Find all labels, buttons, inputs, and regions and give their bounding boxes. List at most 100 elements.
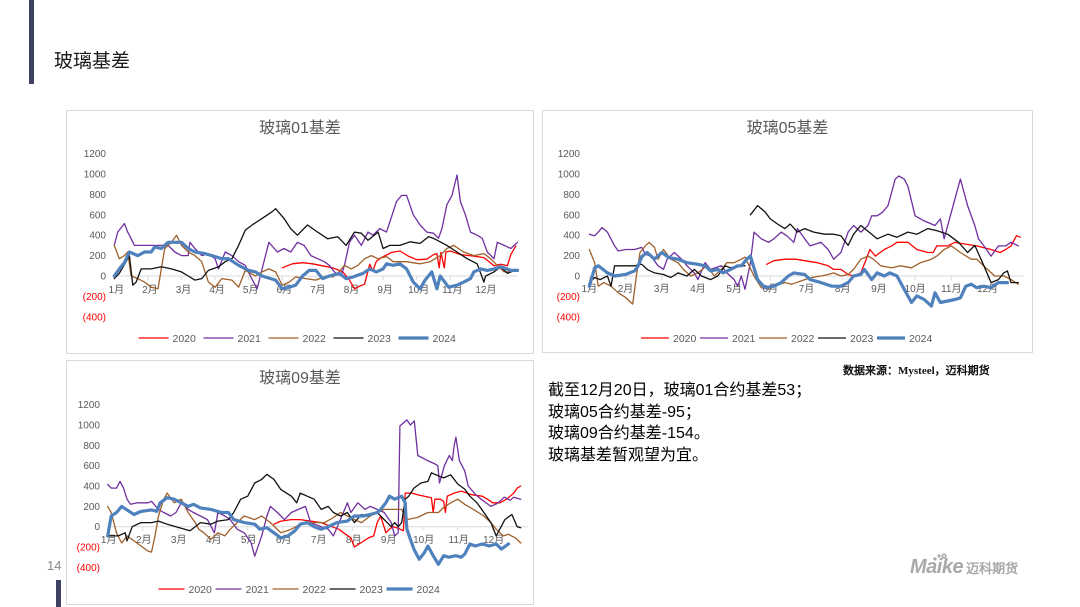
legend-label: 2024 <box>433 333 457 345</box>
legend-item-2024: 2024 <box>877 333 933 345</box>
legend-item-2023: 2023 <box>329 584 383 596</box>
y-axis-labels: 1200 1000 800 600 400 200 0 (200) (400) <box>83 149 107 323</box>
legend: 2020 2021 2022 2023 2024 <box>138 333 457 345</box>
y-tick-label: (400) <box>77 563 100 574</box>
y-tick-label: 1200 <box>558 149 581 160</box>
chart-glass-09-basis: 玻璃09基差 1200 1000 800 600 400 200 0 (200) (400) 1月… <box>66 360 534 605</box>
y-tick-label: 0 <box>94 522 100 533</box>
legend-label: 2022 <box>303 333 327 345</box>
y-tick-label: 0 <box>574 272 580 283</box>
y-tick-label: 600 <box>89 210 106 221</box>
series-line-2024 <box>587 250 1009 308</box>
legend-item-2022: 2022 <box>759 333 815 345</box>
x-tick-label: 2月 <box>142 284 158 296</box>
legend-item-2022: 2022 <box>268 333 327 345</box>
x-tick-label: 9月 <box>377 284 393 296</box>
series-line-2023 <box>749 204 1019 284</box>
x-tick-label: 10月 <box>413 534 434 546</box>
x-axis-labels: 1月 2月 3月 4月 5月 6月 7月 8月 9月 10月 11月 12月 <box>101 534 504 546</box>
x-tick-label: 1月 <box>109 284 125 296</box>
x-tick-label: 1月 <box>101 534 117 546</box>
summary-line: 玻璃基差暂观望为宜。 <box>548 446 709 464</box>
legend-item-2024: 2024 <box>398 333 457 345</box>
x-tick-label: 3月 <box>176 284 192 296</box>
chart-title: 玻璃01基差 <box>259 120 341 137</box>
legend-item-2021: 2021 <box>203 333 262 345</box>
y-tick-label: 1200 <box>78 400 101 411</box>
page-title: 玻璃基差 <box>54 51 131 72</box>
legend: 2020 2021 2022 2023 2024 <box>158 584 441 596</box>
series-lines <box>106 419 522 566</box>
y-axis-labels: 1200 1000 800 600 400 200 0 (200) (400) <box>77 400 101 574</box>
chart-glass-01-basis: 玻璃01基差 1200 1000 800 600 400 200 0 (200) (400) 1月… <box>66 110 534 354</box>
page-number: 14 <box>47 558 62 573</box>
chart-glass-05-basis: 玻璃05基差 1200 1000 800 600 400 200 0 (200) (400) 1月… <box>542 110 1033 353</box>
x-tick-label: 5月 <box>726 283 742 295</box>
y-tick-label: 1200 <box>84 149 107 160</box>
x-tick-label: 10月 <box>905 283 926 295</box>
legend-label: 2021 <box>732 333 756 345</box>
y-tick-label: 600 <box>563 210 580 221</box>
series-line-2021 <box>588 175 1019 290</box>
legend-item-2020: 2020 <box>641 333 697 345</box>
legend-label: 2021 <box>238 333 262 345</box>
y-tick-label: 800 <box>83 441 100 452</box>
legend-label: 2020 <box>673 333 697 345</box>
accent-bar-top <box>29 0 34 84</box>
y-tick-label: 1000 <box>84 170 107 181</box>
y-tick-label: 600 <box>83 461 100 472</box>
series-lines <box>112 174 520 291</box>
logo-brand: Maike <box>910 556 964 578</box>
y-tick-label: 1000 <box>558 170 581 181</box>
accent-bar-bottom <box>56 580 61 607</box>
legend-item-2023: 2023 <box>333 333 392 345</box>
series-line-2023 <box>107 472 522 542</box>
x-tick-label: 9月 <box>871 283 887 295</box>
y-tick-label: 800 <box>563 190 580 201</box>
x-tick-label: 9月 <box>381 534 397 546</box>
legend-label: 2023 <box>368 333 392 345</box>
x-tick-label: 10月 <box>408 284 429 296</box>
y-tick-label: (200) <box>77 543 100 554</box>
x-tick-label: 5月 <box>243 284 259 296</box>
y-tick-label: 400 <box>563 231 580 242</box>
y-tick-label: 0 <box>100 272 106 283</box>
x-tick-label: 4月 <box>206 534 222 546</box>
legend-item-2021: 2021 <box>215 584 269 596</box>
series-line-2024 <box>106 494 510 566</box>
x-tick-label: 7月 <box>310 284 326 296</box>
x-tick-label: 7月 <box>799 283 815 295</box>
legend-item-2021: 2021 <box>700 333 756 345</box>
x-tick-label: 12月 <box>483 534 504 546</box>
y-tick-label: 200 <box>563 251 580 262</box>
x-tick-label: 7月 <box>311 534 327 546</box>
summary-line: 玻璃05合约基差-95； <box>548 403 701 421</box>
x-tick-label: 2月 <box>136 534 152 546</box>
series-line-2022 <box>107 492 522 553</box>
x-tick-label: 1月 <box>582 283 598 295</box>
legend-label: 2022 <box>791 333 815 345</box>
legend-item-2020: 2020 <box>138 333 196 345</box>
y-tick-label: 400 <box>83 482 100 493</box>
company-logo: Maike 迈科期货 <box>910 553 1018 578</box>
legend-item-2024: 2024 <box>386 584 441 596</box>
legend-label: 2024 <box>417 584 441 596</box>
chart-title: 玻璃05基差 <box>746 120 829 137</box>
y-tick-label: (200) <box>83 292 106 303</box>
series-line-2021 <box>107 419 522 557</box>
series-line-2020 <box>273 485 522 548</box>
x-tick-label: 2月 <box>618 283 634 295</box>
x-tick-label: 8月 <box>344 284 360 296</box>
series-line-2024 <box>112 240 520 291</box>
y-tick-label: (400) <box>557 312 580 323</box>
y-tick-label: 800 <box>89 190 106 201</box>
legend-item-2020: 2020 <box>158 584 212 596</box>
x-tick-label: 12月 <box>475 284 496 296</box>
y-tick-label: 200 <box>89 251 106 262</box>
summary-line: 玻璃09合约基差-154。 <box>548 425 710 442</box>
legend-label: 2024 <box>909 333 933 345</box>
legend-item-2023: 2023 <box>818 333 874 345</box>
